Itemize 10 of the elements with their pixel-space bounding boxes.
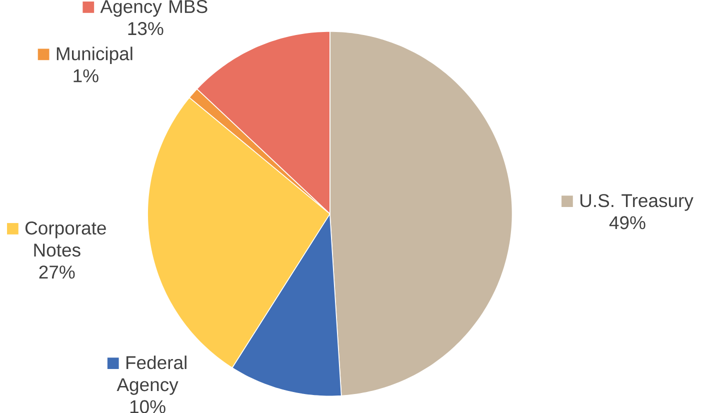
legend-label: Federal Agency bbox=[116, 355, 186, 395]
legend-label: U.S. Treasury bbox=[580, 194, 694, 211]
legend-label: Agency MBS bbox=[100, 0, 208, 17]
data-label: 13% bbox=[128, 22, 164, 35]
data-label: 49% bbox=[609, 216, 646, 230]
data-label: 27% bbox=[39, 265, 75, 278]
legend-label: Municipal bbox=[56, 46, 132, 64]
data-label: 10% bbox=[130, 400, 166, 413]
data-label: 1% bbox=[74, 69, 98, 82]
legend-label: Corporate Notes bbox=[25, 221, 106, 257]
